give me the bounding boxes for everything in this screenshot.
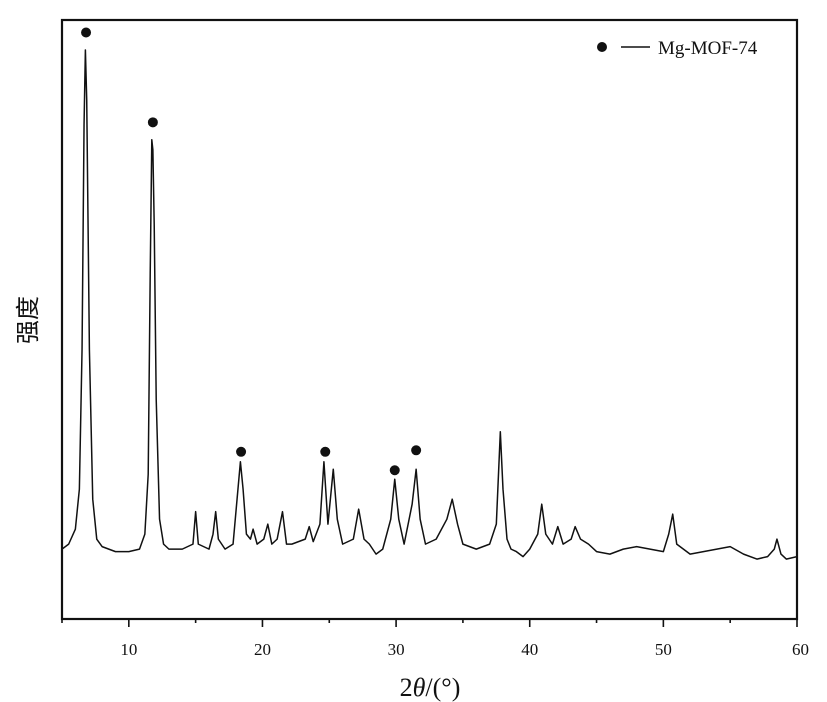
series-line-0 bbox=[61, 49, 798, 560]
x-axis-title-prefix: 2 bbox=[400, 673, 413, 702]
legend-marker-dot bbox=[597, 42, 607, 52]
y-axis-title: 强度 bbox=[14, 296, 42, 344]
x-axis-title-suffix: /(°) bbox=[425, 673, 460, 702]
x-axis-title-theta: θ bbox=[413, 673, 426, 702]
peak-marker-5 bbox=[411, 445, 422, 456]
legend: Mg-MOF-74 bbox=[597, 38, 758, 59]
x-axis-ticks: 10 20 30 40 50 60 bbox=[61, 619, 809, 659]
x-tick-label-30: 30 bbox=[388, 640, 405, 659]
x-tick-label-60: 60 bbox=[792, 640, 809, 659]
x-axis-title: 2θ/(°) bbox=[400, 673, 461, 702]
peak-marker-0 bbox=[81, 27, 92, 38]
x-tick-label-40: 40 bbox=[521, 640, 538, 659]
peak-marker-4 bbox=[389, 465, 400, 476]
peak-marker-3 bbox=[320, 446, 331, 457]
series-layer bbox=[61, 49, 798, 560]
x-tick-label-20: 20 bbox=[254, 640, 271, 659]
x-tick-label-50: 50 bbox=[655, 640, 672, 659]
plot-frame bbox=[60, 18, 799, 621]
peak-marker-1 bbox=[147, 117, 158, 128]
marker-layer bbox=[81, 27, 422, 476]
x-tick-label-10: 10 bbox=[120, 640, 137, 659]
peak-marker-2 bbox=[236, 446, 247, 457]
legend-label: Mg-MOF-74 bbox=[658, 38, 758, 59]
